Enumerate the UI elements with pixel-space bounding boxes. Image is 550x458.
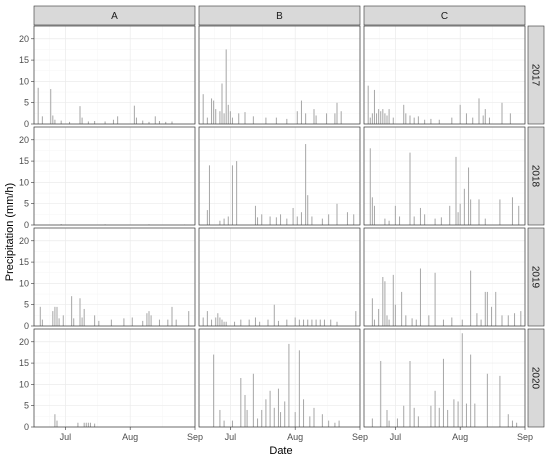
panel-border [198, 328, 361, 428]
facet-strip-label-2018: 2018 [530, 165, 541, 188]
facet-strip-2018 [527, 126, 545, 226]
y-tick-label: 20 [19, 135, 29, 145]
panel-border [33, 126, 196, 226]
facet-strip-2017 [527, 25, 545, 125]
y-tick-label: 0 [24, 321, 29, 331]
y-tick-label: 15 [19, 156, 29, 166]
x-tick-label: Jul [60, 432, 72, 442]
facet-panels: A B C2017201820192020051015200510152005101… [19, 5, 545, 442]
panel-2017-c [364, 26, 525, 124]
facet-strip-a [33, 5, 196, 26]
panel-border [363, 25, 526, 125]
panel-border [198, 25, 361, 125]
panel-border [363, 328, 526, 428]
y-tick-label: 5 [24, 199, 29, 209]
y-axis-title: Precipitation (mm/h) [4, 183, 16, 281]
panel-2020-c [364, 329, 525, 427]
x-tick-label: Jul [390, 432, 402, 442]
facet-strip-label-c: C [441, 11, 448, 22]
facet-strip-label-2020: 2020 [530, 367, 541, 390]
facet-strip-label-b: B [276, 11, 283, 22]
x-tick-label: Aug [122, 432, 138, 442]
x-tick-label: Jul [225, 432, 237, 442]
facet-strip-c [363, 5, 526, 26]
panel-border [33, 227, 196, 327]
facet-strip-2020 [527, 328, 545, 428]
facet-strip-2019 [527, 227, 545, 327]
panel-border [198, 126, 361, 226]
y-tick-label: 10 [19, 177, 29, 187]
y-tick-label: 20 [19, 337, 29, 347]
y-tick-label: 15 [19, 55, 29, 65]
y-tick-label: 5 [24, 401, 29, 411]
y-tick-label: 10 [19, 76, 29, 86]
x-tick-label: Sep [187, 432, 203, 442]
panel-2019-b [199, 228, 360, 326]
y-tick-label: 10 [19, 379, 29, 389]
y-tick-label: 15 [19, 358, 29, 368]
y-tick-label: 20 [19, 34, 29, 44]
panel-2020-b [199, 329, 360, 427]
facet-strip-label-2017: 2017 [530, 64, 541, 87]
y-tick-label: 20 [19, 236, 29, 246]
y-tick-label: 0 [24, 119, 29, 129]
panel-2018-b [199, 127, 360, 225]
y-tick-label: 5 [24, 98, 29, 108]
panel-2019-a [34, 228, 195, 326]
facet-strip-label-a: A [111, 11, 118, 22]
panel-border [198, 227, 361, 327]
y-tick-label: 0 [24, 422, 29, 432]
panel-border [33, 328, 196, 428]
panel-2018-a [34, 127, 195, 225]
panel-border [33, 25, 196, 125]
x-tick-label: Sep [352, 432, 368, 442]
panel-border [363, 227, 526, 327]
y-tick-label: 0 [24, 220, 29, 230]
y-tick-label: 10 [19, 278, 29, 288]
facet-strip-label-2019: 2019 [530, 266, 541, 289]
panel-2019-c [364, 228, 525, 326]
panel-2018-c [364, 127, 525, 225]
x-tick-label: Aug [452, 432, 468, 442]
y-tick-label: 5 [24, 300, 29, 310]
panel-2020-a [34, 329, 195, 427]
panel-2017-a [34, 26, 195, 124]
facet-strip-b [198, 5, 361, 26]
x-tick-label: Aug [287, 432, 303, 442]
x-tick-label: Sep [517, 432, 533, 442]
x-axis-title: Date [269, 445, 292, 457]
panel-2017-b [199, 26, 360, 124]
panel-border [363, 126, 526, 226]
y-tick-label: 15 [19, 257, 29, 267]
